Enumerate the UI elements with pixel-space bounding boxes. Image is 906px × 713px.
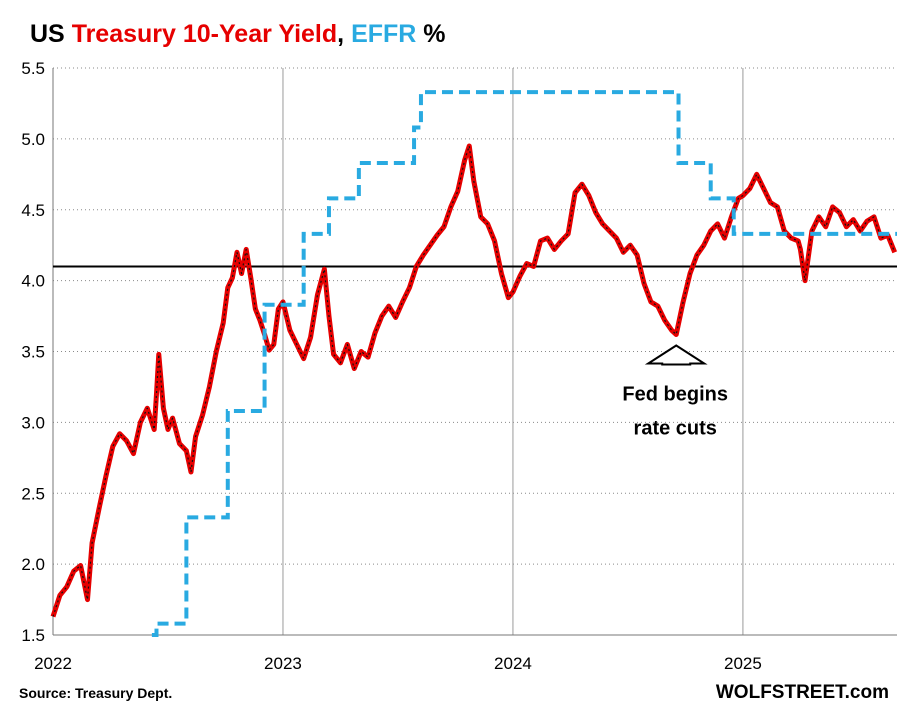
x-tick-label: 2024 (494, 654, 532, 673)
annotation-arrow (644, 344, 708, 366)
y-tick-label: 5.5 (21, 59, 45, 78)
y-tick-label: 1.5 (21, 626, 45, 645)
y-tick-label: 4.5 (21, 201, 45, 220)
title-part-3: EFFR (351, 20, 416, 48)
series-treasury-data-marks (52, 145, 896, 617)
annotation-text-line: rate cuts (634, 417, 717, 439)
x-tick-label: 2023 (264, 654, 302, 673)
y-tick-label: 4.0 (21, 272, 45, 291)
annotation: Fed begins rate cuts (622, 344, 728, 439)
title-part-0: US (30, 20, 72, 48)
y-tick-label: 3.0 (21, 413, 45, 432)
series-treasury-line (50, 143, 898, 618)
y-tick-label: 2.0 (21, 555, 45, 574)
title-part-4: % (416, 20, 445, 48)
gridlines (53, 67, 897, 636)
axes: 1.5 2.0 2.5 3.0 3.5 4.0 4.5 5.0 5.5 2022 2023 2024 2… (21, 59, 897, 673)
series-effr-line (151, 90, 897, 637)
y-tick-label: 2.5 (21, 484, 45, 503)
annotation-text-line: Fed begins (622, 383, 728, 405)
title-part-2: , (337, 20, 351, 48)
x-tick-label: 2022 (34, 654, 72, 673)
chart-title: US Treasury 10-Year Yield, EFFR % (30, 20, 446, 48)
x-tick-label: 2025 (724, 654, 762, 673)
y-tick-label: 3.5 (21, 343, 45, 362)
y-tick-label: 5.0 (21, 130, 45, 149)
title-part-1: Treasury 10-Year Yield (72, 20, 337, 48)
brand-label: WOLFSTREET.com (716, 682, 889, 703)
series-layer (50, 90, 898, 637)
source-label: Source: Treasury Dept. (19, 685, 172, 701)
